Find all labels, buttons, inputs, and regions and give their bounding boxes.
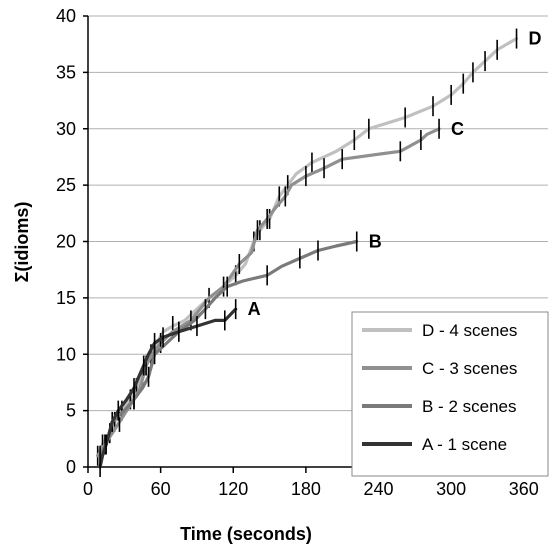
legend: D - 4 scenes C - 3 scenes B - 2 scenes A - … bbox=[351, 311, 549, 477]
end-label-b: B bbox=[369, 232, 382, 252]
y-tick-label: 25 bbox=[56, 175, 76, 195]
y-tick-label: 10 bbox=[56, 344, 76, 364]
series-end-labels: D C B A bbox=[248, 29, 542, 320]
x-tick-label: 240 bbox=[364, 479, 394, 499]
series-line-b bbox=[98, 239, 359, 458]
y-tick-label: 30 bbox=[56, 119, 76, 139]
y-axis-title: Σ(idioms) bbox=[12, 202, 32, 283]
x-tick-label: 180 bbox=[291, 479, 321, 499]
x-tick-label: 360 bbox=[509, 479, 539, 499]
end-label-d: D bbox=[529, 29, 542, 49]
end-label-c: C bbox=[451, 119, 464, 139]
series-b bbox=[98, 231, 359, 466]
y-tick-label: 5 bbox=[66, 401, 76, 421]
end-label-a: A bbox=[248, 299, 261, 319]
legend-box bbox=[351, 311, 549, 477]
x-axis-title: Time (seconds) bbox=[180, 524, 312, 544]
y-tick-label: 40 bbox=[56, 6, 76, 26]
legend-label-4: A - 1 scene bbox=[422, 435, 507, 454]
y-tick-label: 35 bbox=[56, 62, 76, 82]
x-tick-label: 60 bbox=[151, 479, 171, 499]
x-tick-label: 120 bbox=[218, 479, 248, 499]
y-tick-label: 0 bbox=[66, 457, 76, 477]
series-a bbox=[98, 299, 238, 477]
y-tick-label: 15 bbox=[56, 288, 76, 308]
tick-labels: 0 5 10 15 20 25 30 35 40 0 60 120 180 240 300 360 bbox=[56, 6, 539, 499]
gridlines bbox=[88, 15, 548, 412]
legend-label-3: B - 2 scenes bbox=[422, 397, 517, 416]
y-tick-label: 20 bbox=[56, 232, 76, 252]
legend-label-1: D - 4 scenes bbox=[422, 321, 517, 340]
series-line-a bbox=[98, 307, 238, 469]
series-lines bbox=[96, 28, 519, 477]
legend-label-2: C - 3 scenes bbox=[422, 359, 517, 378]
x-tick-label: 300 bbox=[436, 479, 466, 499]
x-tick-label: 0 bbox=[83, 479, 93, 499]
